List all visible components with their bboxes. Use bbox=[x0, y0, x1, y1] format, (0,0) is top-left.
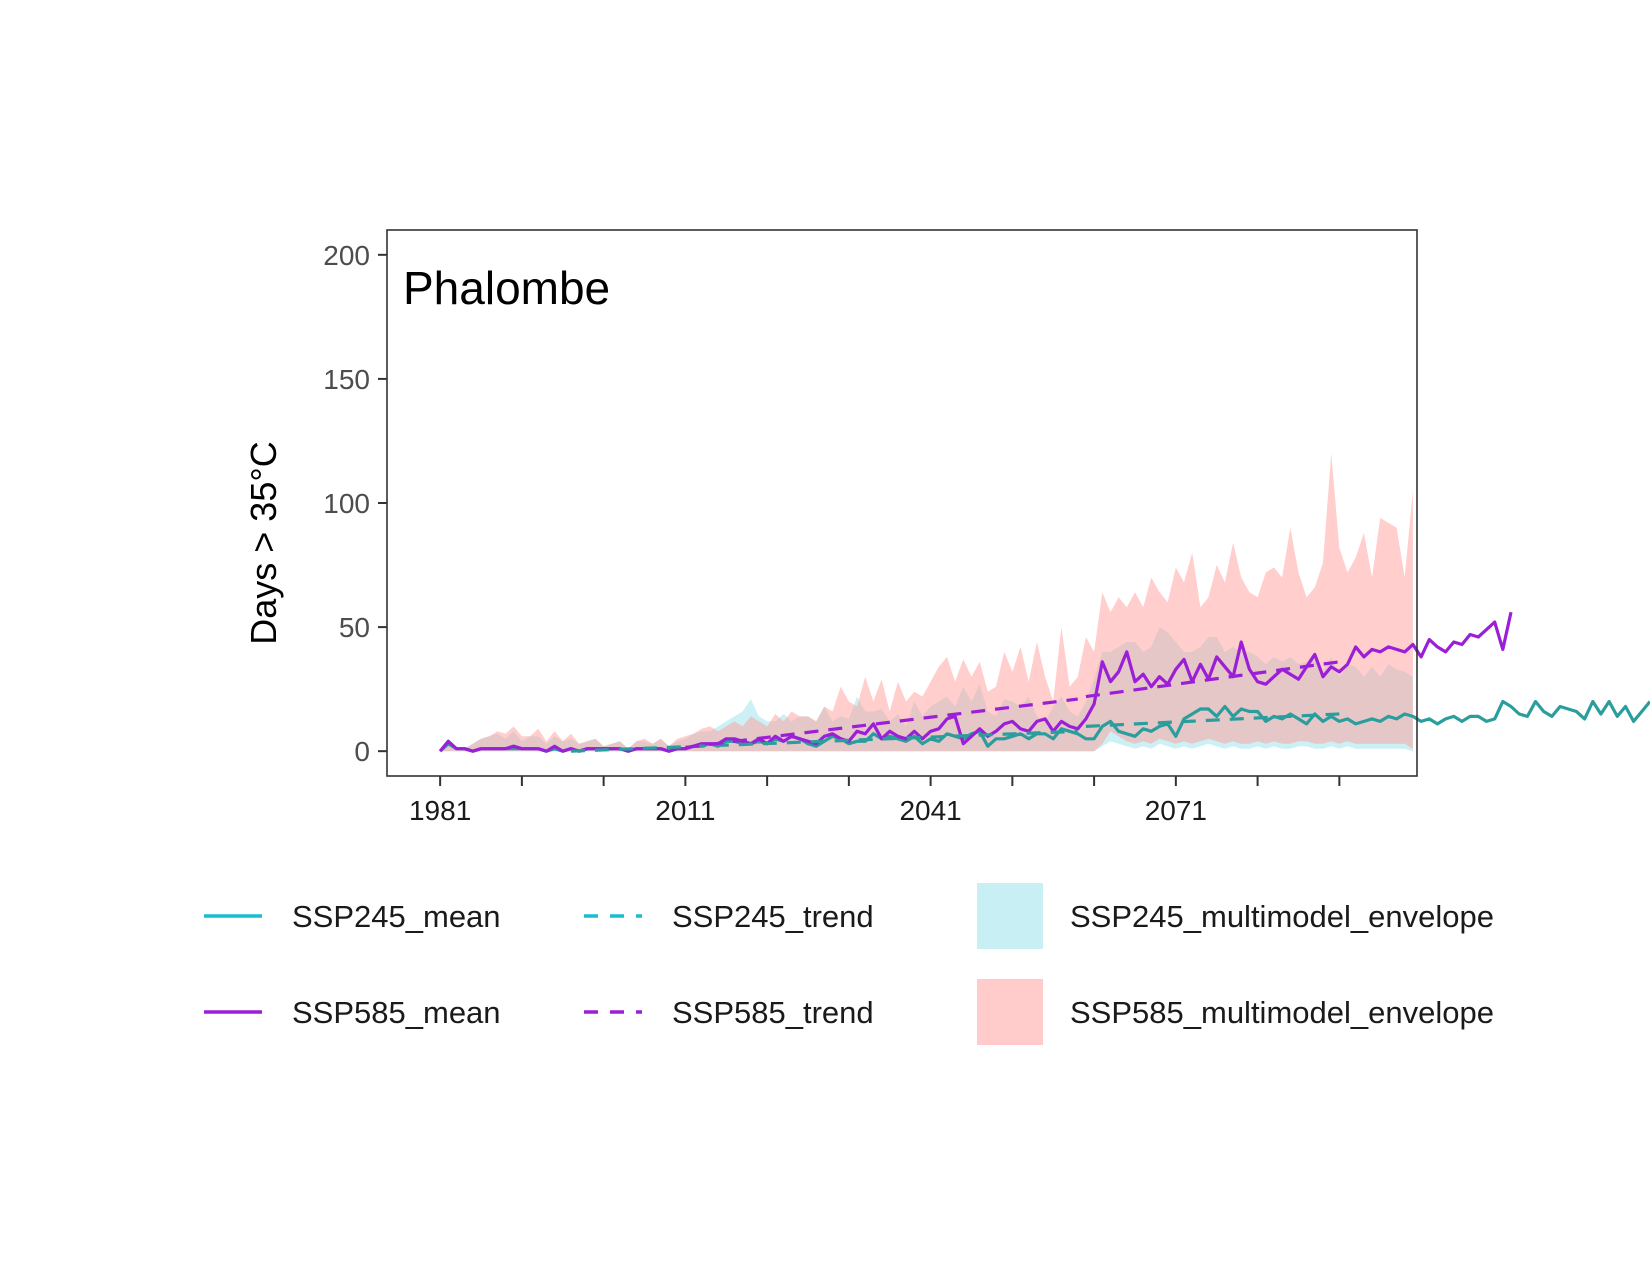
series-ssp245-trend-segment-0 bbox=[570, 729, 1078, 753]
y-tick-label: 150 bbox=[323, 364, 370, 395]
legend-label-ssp585-multimodel-envelope: SSP585_multimodel_envelope bbox=[1070, 995, 1494, 1030]
x-tick-label: 1981 bbox=[409, 795, 471, 826]
y-tick-label: 0 bbox=[354, 736, 370, 767]
y-tick-label: 200 bbox=[323, 240, 370, 271]
x-tick-label: 2041 bbox=[899, 795, 961, 826]
y-axis-title: Days > 35°C bbox=[243, 441, 284, 644]
line-layer bbox=[438, 611, 1650, 753]
legend-label-ssp245-multimodel-envelope: SSP245_multimodel_envelope bbox=[1070, 899, 1494, 934]
series-ssp585-trend-segment-1 bbox=[1085, 660, 1340, 699]
legend-key-ssp245-multimodel-envelope bbox=[977, 883, 1043, 949]
envelope-ssp585-multimodel-envelope bbox=[440, 453, 1413, 752]
legend-label-ssp245-mean: SSP245_mean bbox=[292, 899, 501, 934]
legend-label-ssp585-trend: SSP585_trend bbox=[672, 995, 874, 1030]
series-ssp245-trend-segment-1 bbox=[1085, 712, 1340, 728]
x-tick-label: 2011 bbox=[655, 795, 715, 826]
legend-label-ssp585-mean: SSP585_mean bbox=[292, 995, 501, 1030]
legend-label-ssp245-trend: SSP245_trend bbox=[672, 899, 874, 934]
x-tick-label: 2071 bbox=[1145, 795, 1207, 826]
legend: SSP245_mean SSP245_trend SSP245_multimodel… bbox=[204, 883, 1494, 1045]
series-ssp585-mean bbox=[438, 611, 1513, 753]
legend-key-ssp585-multimodel-envelope bbox=[977, 979, 1043, 1045]
series-ssp585-trend-segment-0 bbox=[685, 697, 1078, 750]
panel-label: Phalombe bbox=[403, 262, 610, 314]
axis-layer: 0 50 100 150 200 1981 2011 2041 2071 bbox=[323, 240, 1341, 826]
y-tick-label: 50 bbox=[339, 612, 370, 643]
envelope-layer bbox=[440, 453, 1413, 752]
y-tick-label: 100 bbox=[323, 488, 370, 519]
